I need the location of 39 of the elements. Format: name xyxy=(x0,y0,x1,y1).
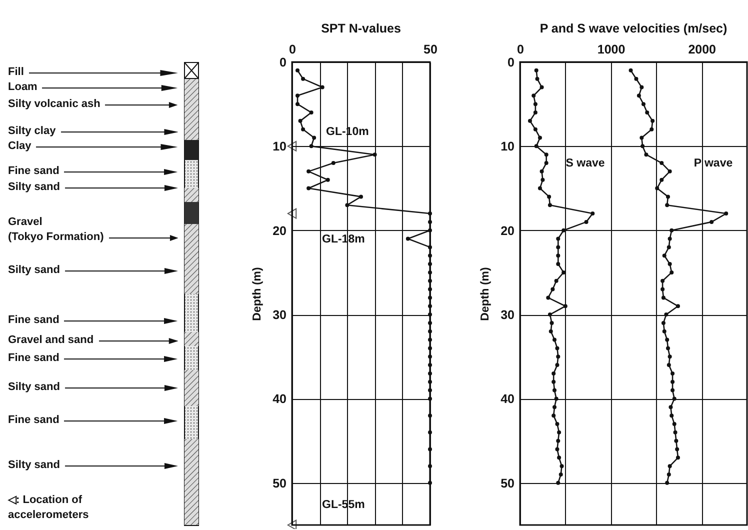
text: Fine sand xyxy=(8,413,60,428)
x-tick-label: 50 xyxy=(424,42,438,56)
chart-title: P and S wave velocities (m/sec) xyxy=(540,22,728,36)
x-tick-label: 0 xyxy=(289,42,296,56)
y-tick-label: 30 xyxy=(272,308,287,322)
y-tick-label: 10 xyxy=(272,140,287,154)
text: Gravel and sand xyxy=(8,333,94,348)
y-tick-label: 10 xyxy=(500,140,515,154)
y-axis-title: Depth (m) xyxy=(480,267,492,321)
series-label: P wave xyxy=(694,157,733,170)
text: Fine sand xyxy=(8,164,60,179)
text: Loam xyxy=(8,80,38,95)
y-tick-label: 0 xyxy=(280,56,287,70)
x-tick-label: 0 xyxy=(517,42,524,56)
text: ◁: Location of accelerometers xyxy=(8,493,89,523)
text: Silty sand xyxy=(8,180,60,195)
text: Gravel (Tokyo Formation) xyxy=(8,215,104,245)
text: Silty sand xyxy=(8,380,60,395)
chart-title: SPT N-values xyxy=(321,22,401,36)
y-tick-label: 50 xyxy=(272,476,287,490)
text: Fine sand xyxy=(8,351,60,366)
x-tick-label: 1000 xyxy=(597,42,626,56)
y-tick-label: 30 xyxy=(500,308,515,322)
y-tick-label: 0 xyxy=(508,56,515,70)
y-tick-label: 40 xyxy=(500,392,515,406)
series-label: S wave xyxy=(566,157,605,170)
y-tick-label: 40 xyxy=(272,392,287,406)
x-tick-label: 2000 xyxy=(688,42,716,56)
text: Fill xyxy=(8,65,24,80)
text: Silty sand xyxy=(8,458,60,473)
y-tick-label: 20 xyxy=(272,224,287,238)
text: Clay xyxy=(8,139,32,154)
text: Silty clay xyxy=(8,124,56,139)
text: Fine sand xyxy=(8,313,60,328)
text: Silty sand xyxy=(8,263,60,278)
y-tick-label: 50 xyxy=(500,476,515,490)
text: Silty volcanic ash xyxy=(8,97,100,112)
y-axis-title: Depth (m) xyxy=(252,267,264,321)
y-tick-label: 20 xyxy=(500,224,515,238)
